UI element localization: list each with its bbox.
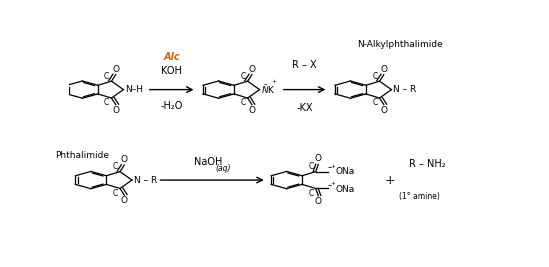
Text: (aq): (aq) bbox=[215, 164, 231, 173]
Text: O: O bbox=[315, 197, 322, 206]
Text: O: O bbox=[112, 106, 119, 115]
Text: O: O bbox=[380, 65, 387, 74]
Text: Alc: Alc bbox=[163, 52, 180, 62]
Text: +: + bbox=[330, 164, 335, 169]
Text: C: C bbox=[113, 162, 118, 171]
Text: O: O bbox=[112, 65, 119, 74]
Text: -KX: -KX bbox=[296, 103, 313, 113]
Text: ONa: ONa bbox=[336, 167, 355, 175]
Text: +: + bbox=[271, 79, 277, 84]
Text: C: C bbox=[240, 99, 245, 107]
Text: R – X: R – X bbox=[292, 60, 317, 70]
Text: C: C bbox=[372, 99, 377, 107]
Text: (1° amine): (1° amine) bbox=[399, 192, 440, 201]
Text: O: O bbox=[121, 196, 128, 205]
Text: C: C bbox=[113, 189, 118, 198]
Text: N–H: N–H bbox=[125, 85, 143, 94]
Text: O: O bbox=[248, 106, 255, 115]
Text: N-Alkylphthalimide: N-Alkylphthalimide bbox=[357, 40, 444, 49]
Text: –: – bbox=[327, 163, 332, 172]
Text: C: C bbox=[309, 189, 313, 198]
Text: Phthalimide: Phthalimide bbox=[55, 151, 109, 160]
Text: ONa: ONa bbox=[336, 184, 355, 194]
Text: O: O bbox=[121, 155, 128, 164]
Text: +: + bbox=[384, 174, 395, 187]
Text: +: + bbox=[330, 182, 335, 186]
Text: $\bar{N}$K: $\bar{N}$K bbox=[261, 83, 276, 96]
Text: C: C bbox=[104, 72, 109, 81]
Text: C: C bbox=[372, 72, 377, 81]
Text: C: C bbox=[104, 99, 109, 107]
Text: O: O bbox=[248, 65, 255, 74]
Text: C: C bbox=[309, 162, 313, 171]
Text: KOH: KOH bbox=[161, 66, 182, 76]
Text: –: – bbox=[327, 181, 332, 190]
Text: C: C bbox=[240, 72, 245, 81]
Text: NaOH: NaOH bbox=[194, 156, 222, 167]
Text: N – R: N – R bbox=[393, 85, 416, 94]
Text: -H₂O: -H₂O bbox=[160, 101, 183, 111]
Text: O: O bbox=[380, 106, 387, 115]
Text: R – NH₂: R – NH₂ bbox=[409, 159, 446, 169]
Text: O: O bbox=[315, 154, 322, 163]
Text: N – R: N – R bbox=[133, 176, 157, 184]
